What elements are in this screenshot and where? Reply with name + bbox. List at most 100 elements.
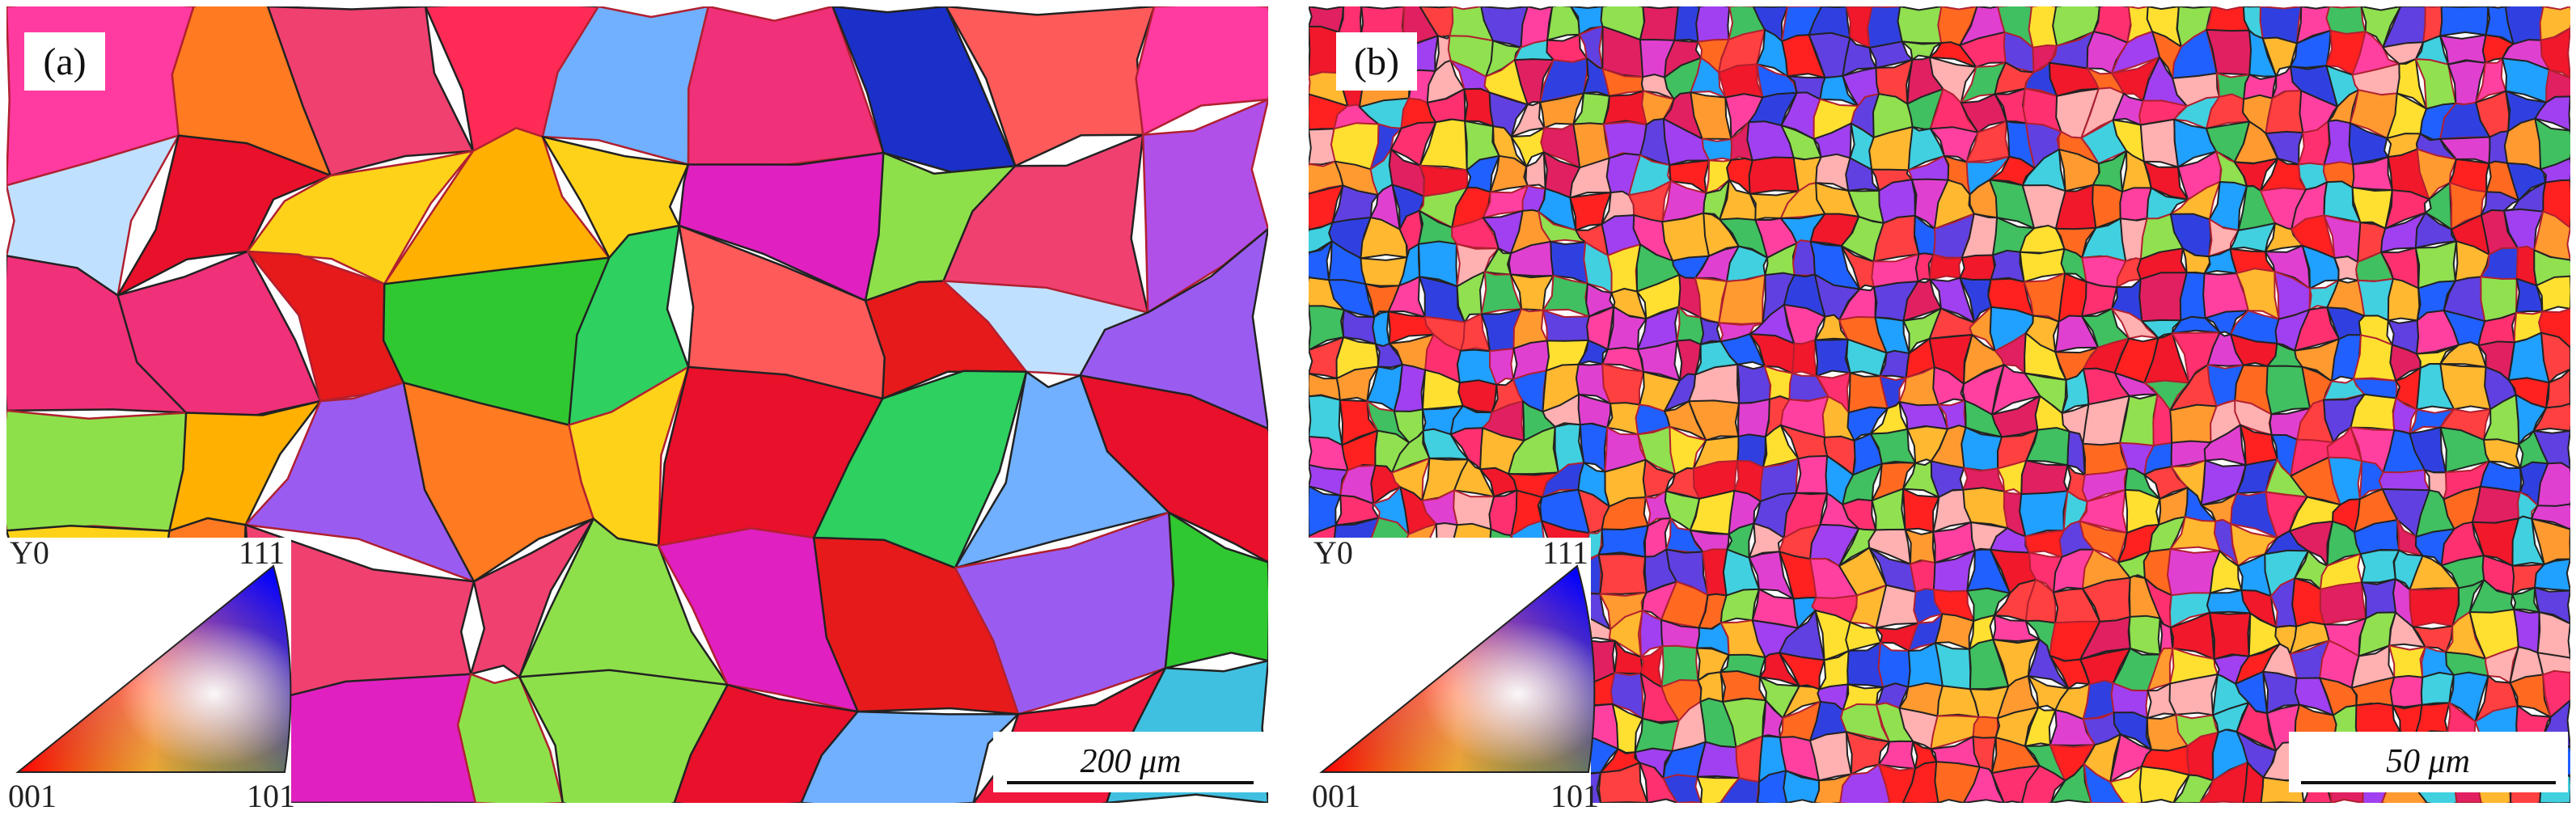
grain — [1701, 137, 1735, 162]
grain — [1814, 338, 1851, 378]
legend-bottom-right: 101 — [247, 778, 295, 814]
grain — [1910, 560, 1936, 594]
grain — [456, 673, 565, 803]
grain-map — [1309, 6, 2570, 803]
grain — [6, 409, 197, 532]
label-box — [1336, 32, 1417, 91]
grain — [2209, 611, 2252, 661]
grain — [2536, 611, 2570, 660]
grain — [2534, 558, 2570, 592]
grain — [2536, 652, 2570, 676]
grain — [2545, 368, 2570, 409]
grain — [2534, 586, 2570, 625]
grain — [2542, 179, 2570, 229]
grain — [2019, 490, 2069, 538]
ipf-triangle — [1319, 564, 1596, 773]
grain — [2388, 644, 2426, 678]
ipf-triangle — [15, 564, 292, 773]
grain — [2533, 210, 2570, 261]
grain — [1878, 763, 1916, 803]
legend-axis: Y0 — [10, 534, 49, 571]
grain — [1141, 98, 1268, 314]
grain — [1696, 775, 1741, 803]
grain — [1756, 770, 1788, 803]
grain — [2539, 6, 2570, 41]
grain — [1695, 6, 1731, 43]
grain — [2319, 581, 2367, 626]
grain — [1164, 511, 1268, 669]
legend-bottom-left: 001 — [1312, 778, 1360, 814]
grain — [2333, 255, 2359, 281]
grain — [1696, 741, 1741, 779]
grain — [2540, 157, 2570, 184]
grain — [673, 683, 859, 803]
grain — [2538, 307, 2570, 348]
grain — [2536, 462, 2570, 509]
grain — [2020, 459, 2069, 496]
grain — [2083, 762, 2125, 803]
scale-bar-label: 200 μm — [1081, 743, 1182, 780]
grain — [2536, 275, 2570, 313]
grain — [2109, 766, 2147, 803]
grain — [1699, 317, 1722, 345]
legend-bottom-right: 101 — [1550, 778, 1599, 814]
grain — [1962, 766, 2005, 803]
grain — [2534, 117, 2570, 171]
grain — [1795, 454, 1829, 495]
legend-top: 111 — [239, 534, 285, 571]
grain — [1135, 6, 1268, 137]
grain — [2532, 403, 2570, 432]
grain — [1737, 398, 1770, 441]
grain — [1661, 212, 1710, 262]
grain — [1972, 716, 1999, 740]
grain — [1079, 227, 1268, 430]
grain — [2540, 331, 2570, 384]
grain — [1372, 310, 1390, 348]
grain — [2139, 118, 2179, 168]
grain — [1934, 613, 1975, 650]
grain — [1839, 763, 1891, 803]
grain — [2389, 674, 2426, 708]
grain — [1662, 774, 1702, 803]
grain — [2128, 614, 2161, 656]
grain — [2532, 429, 2570, 470]
grain — [1597, 553, 1648, 595]
grain — [1783, 770, 1821, 803]
panel-label: (b) — [1354, 40, 1399, 83]
grain — [1719, 777, 1760, 803]
grain — [2545, 69, 2570, 103]
grain — [2169, 403, 2218, 445]
grain — [1791, 339, 1817, 378]
grain — [2050, 762, 2092, 803]
grain — [1718, 274, 1766, 325]
grain — [2409, 587, 2460, 628]
grain — [1602, 90, 1648, 126]
grain — [1639, 6, 1680, 42]
grain — [1990, 249, 2025, 283]
grain — [1990, 765, 2041, 803]
grain — [1542, 309, 1590, 345]
grain — [2199, 761, 2248, 803]
grain — [2138, 766, 2190, 803]
legend-axis: Y0 — [1313, 534, 1353, 571]
grain — [2242, 761, 2266, 803]
grain — [2531, 517, 2570, 565]
grain — [1597, 525, 1649, 558]
legend-top: 111 — [1542, 534, 1588, 571]
scale-bar-label: 50 μm — [2386, 743, 2470, 780]
grain — [2206, 6, 2250, 32]
grain — [1598, 762, 1648, 803]
grain — [2531, 503, 2570, 530]
label-box — [24, 32, 105, 91]
grain — [2439, 34, 2487, 65]
grain — [1079, 374, 1268, 564]
grain — [2513, 608, 2540, 654]
grain — [1309, 25, 1340, 78]
grain — [2172, 774, 2214, 803]
grain — [2504, 6, 2544, 45]
grain — [800, 710, 1020, 803]
grain — [518, 669, 729, 803]
grain — [1901, 761, 1940, 803]
